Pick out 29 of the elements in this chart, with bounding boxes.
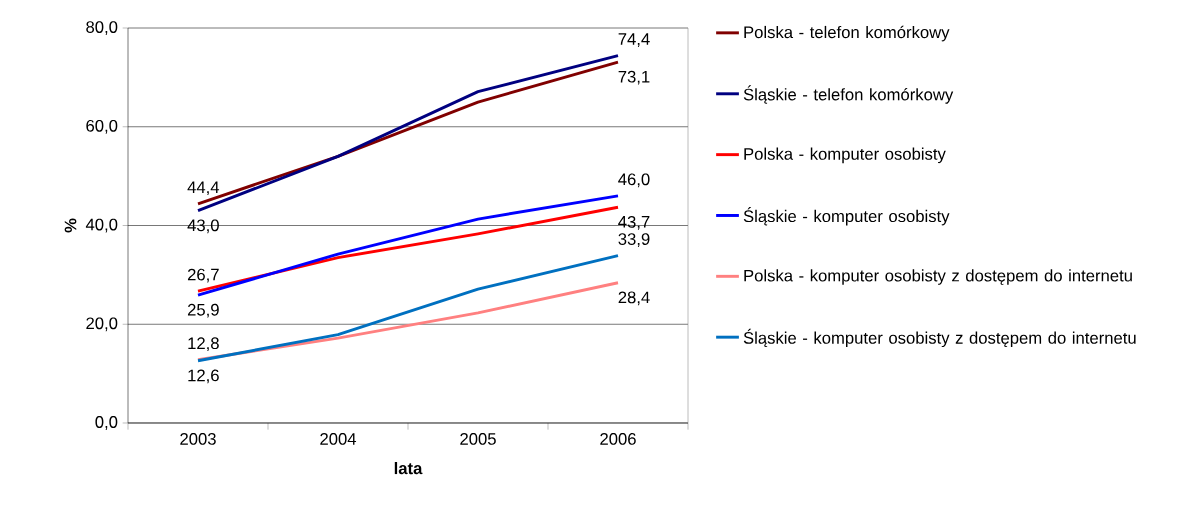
y-tick-label: 20,0 xyxy=(86,317,118,332)
data-label: 28,4 xyxy=(618,291,650,306)
data-label: 12,6 xyxy=(188,369,219,384)
x-tick-label: 2005 xyxy=(460,433,496,445)
data-label: 25,9 xyxy=(187,303,219,318)
legend-label: Śląskie - komputer osobisty z dostępem do internetu xyxy=(743,328,1136,348)
x-axis-title: lata xyxy=(394,461,423,475)
legend-label: Śląskie - telefon komórkowy xyxy=(743,85,954,104)
data-label: 33,9 xyxy=(618,233,650,247)
data-label: 46,0 xyxy=(618,173,650,188)
y-tick-label: 60,0 xyxy=(86,119,118,134)
x-tick-label: 2004 xyxy=(320,433,357,445)
x-tick-label: 2006 xyxy=(600,433,636,445)
legend-label: Polska - komputer osobisty xyxy=(744,147,946,164)
y-tick-label: 0,0 xyxy=(95,416,118,430)
data-label: 43,0 xyxy=(187,219,219,234)
x-tick-label: 2003 xyxy=(180,433,216,445)
data-label: 12,8 xyxy=(188,337,219,352)
data-label: 43,7 xyxy=(618,215,650,230)
data-label: 26,7 xyxy=(187,268,219,283)
data-label: 44,4 xyxy=(187,181,220,196)
y-tick-label: 40,0 xyxy=(85,218,118,233)
legend-label: Polska - komputer osobisty z dostępem do internetu xyxy=(744,269,1132,285)
data-label: 73,1 xyxy=(618,70,650,85)
legend-label: Śląskie - komputer osobisty xyxy=(743,207,950,226)
legend-label: Polska - telefon komórkowy xyxy=(744,25,950,42)
y-tick-label: 80,0 xyxy=(86,21,118,35)
y-axis-title: % xyxy=(64,218,77,233)
data-label: 74,4 xyxy=(618,33,650,47)
